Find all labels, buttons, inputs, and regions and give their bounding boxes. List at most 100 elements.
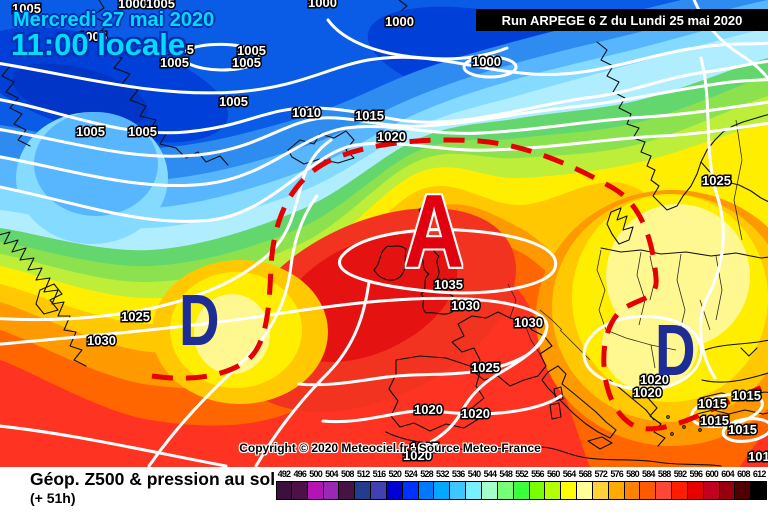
scale-swatch xyxy=(291,481,308,500)
scale-swatch xyxy=(624,481,641,500)
model-run-banner: Run ARPEGE 6 Z du Lundi 25 mai 2020 xyxy=(476,9,768,31)
isobar-value-label: 1000 xyxy=(385,14,414,29)
scale-value: 528 xyxy=(420,469,433,479)
scale-swatch xyxy=(640,481,657,500)
isobar-value-label: 1005 xyxy=(12,1,41,16)
isobar-value-label: 1020 xyxy=(377,129,406,144)
scale-value: 500 xyxy=(309,469,322,479)
chart-title: Géop. Z500 & pression au sol xyxy=(30,469,276,489)
low-pressure-letter-west: D xyxy=(179,281,220,361)
isobar-value-label: 1015 xyxy=(355,108,384,123)
isobar-value-label: 1030 xyxy=(87,333,116,348)
scale-swatch xyxy=(656,481,673,500)
scale-swatch xyxy=(608,481,625,500)
scale-swatch xyxy=(434,481,451,500)
isobar-value-label: 1020 xyxy=(414,402,443,417)
scale-swatch xyxy=(577,481,593,500)
isobar-value-label: 1030 xyxy=(514,315,543,330)
isobar-value-label: 1025 xyxy=(410,440,439,455)
color-scale: 492 496 500 504 508 512 516 520 524 528 532 536 540 5… xyxy=(276,468,768,500)
scale-swatch xyxy=(719,481,736,500)
scale-swatch xyxy=(545,481,562,500)
isobar-value-label: 1020 xyxy=(633,385,662,400)
isobar-value-label: 1015 xyxy=(732,388,761,403)
isobar-value-label: 1030 xyxy=(451,298,480,313)
isobar-value-label: 1005 xyxy=(232,55,261,70)
low-pressure-letter-east: D xyxy=(655,311,696,391)
scale-swatch xyxy=(735,481,752,500)
scale-swatch xyxy=(450,481,467,500)
scale-swatch xyxy=(386,481,403,500)
scale-value: 584 xyxy=(642,469,655,479)
map-canvas: 1005 1000 1005 1000 1005 1005 1005 1005 1005 1000… xyxy=(0,0,768,467)
isobar-value-label: 1020 xyxy=(403,448,432,463)
isobar-value-label: 1025 xyxy=(471,360,500,375)
scale-value: 516 xyxy=(372,469,386,479)
isobar-value-label: 1005 xyxy=(76,124,105,139)
scale-value: 572 xyxy=(594,469,608,479)
scale-value: 536 xyxy=(451,469,465,479)
scale-value: 532 xyxy=(436,469,449,479)
isobar-value-label: 1005 xyxy=(78,29,107,44)
scale-swatch xyxy=(703,481,720,500)
isobar-value-label: 1005 xyxy=(160,55,189,70)
copyright-notice: Copyright © 2020 Meteociel.fr - Source M… xyxy=(239,441,541,455)
scale-value: 492 xyxy=(277,469,291,479)
valid-time-label: 11:00 locale xyxy=(11,27,186,62)
legend-bar: Géop. Z500 & pression au sol (+ 51h) 492… xyxy=(0,467,768,512)
scale-swatch xyxy=(276,481,292,500)
high-pressure-letter: A xyxy=(404,174,465,290)
scale-value: 580 xyxy=(626,469,639,479)
scale-value: 556 xyxy=(531,469,544,479)
scale-swatch xyxy=(592,481,609,500)
isobar-value-label: 1005 xyxy=(146,0,175,11)
scale-value: 560 xyxy=(546,469,560,479)
scale-swatch xyxy=(466,481,482,500)
scale-value: 520 xyxy=(388,469,402,479)
isobar-value-label: 1035 xyxy=(434,277,463,292)
scale-value: 576 xyxy=(610,469,623,479)
scale-value: 604 xyxy=(721,469,734,479)
isobar-value-label: 1015 xyxy=(700,413,729,428)
scale-swatch xyxy=(323,481,340,500)
isobar-value-label: 1005 xyxy=(237,43,266,58)
scale-swatch xyxy=(371,481,387,500)
scale-swatch xyxy=(355,481,372,500)
scale-swatch xyxy=(513,481,530,500)
scale-value: 596 xyxy=(689,469,703,479)
isobar-value-label: 1000 xyxy=(472,54,501,69)
scale-swatch xyxy=(687,481,704,500)
isobar-value-label: 1010 xyxy=(292,105,321,120)
isobar-value-label: 1015 xyxy=(698,396,727,411)
scale-value: 524 xyxy=(404,469,417,479)
isobar-value-label: 1000 xyxy=(118,0,147,11)
scale-value: 608 xyxy=(737,469,750,479)
isobar-value-label: 1015 xyxy=(728,422,757,437)
isobar-value-label: 1005 xyxy=(128,124,157,139)
forecast-hour-label: (+ 51h) xyxy=(30,490,76,506)
isobar-value-label: 1020 xyxy=(640,372,669,387)
scale-swatch xyxy=(561,481,578,500)
scale-swatch xyxy=(497,481,514,500)
isobar-value-label: 1000 xyxy=(308,0,337,10)
cold-dip-inner xyxy=(34,112,158,216)
isobar-value-label: 1025 xyxy=(121,309,150,324)
scale-swatch xyxy=(307,481,324,500)
scale-swatch xyxy=(481,481,498,500)
scale-value: 592 xyxy=(673,469,687,479)
isobar-value-label: 1025 xyxy=(702,173,731,188)
scale-swatch xyxy=(529,481,546,500)
scale-value: 512 xyxy=(356,469,370,479)
scale-value: 504 xyxy=(325,469,338,479)
trough-dashed-line xyxy=(151,137,768,432)
scale-value: 496 xyxy=(293,469,307,479)
scale-swatch xyxy=(402,481,419,500)
isobar-value-label: 1005 xyxy=(219,94,248,109)
color-scale-swatches xyxy=(276,481,768,500)
scale-value: 540 xyxy=(467,469,481,479)
scale-swatch xyxy=(751,481,768,500)
isobar-value-label: 1020 xyxy=(461,406,490,421)
scale-value: 552 xyxy=(515,469,528,479)
